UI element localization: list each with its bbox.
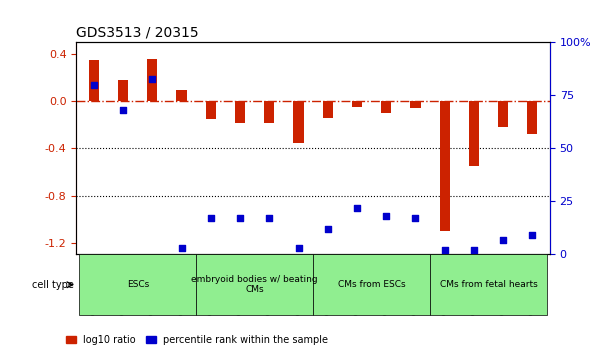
Bar [469, 101, 479, 166]
Point [294, 245, 304, 251]
Text: ESCs: ESCs [126, 280, 149, 289]
Bar [498, 101, 508, 127]
Bar [264, 101, 274, 122]
FancyBboxPatch shape [430, 255, 547, 315]
Bar [235, 101, 245, 122]
Point [352, 205, 362, 211]
Point [265, 216, 274, 221]
Point [381, 213, 391, 219]
Bar [206, 101, 216, 119]
Bar [439, 101, 450, 231]
Bar [147, 59, 158, 101]
Point [206, 216, 216, 221]
Bar [89, 60, 99, 101]
Bar [352, 101, 362, 107]
Bar [177, 90, 187, 101]
Bar [527, 101, 538, 135]
Point [89, 82, 99, 88]
Bar [411, 101, 420, 108]
Point [119, 108, 128, 113]
Point [235, 216, 245, 221]
Point [323, 226, 332, 232]
Text: CMs from fetal hearts: CMs from fetal hearts [440, 280, 538, 289]
Bar [323, 101, 333, 118]
Legend: log10 ratio, percentile rank within the sample: log10 ratio, percentile rank within the … [66, 335, 328, 345]
Point [469, 247, 479, 253]
Point [411, 216, 420, 221]
Point [527, 233, 537, 238]
FancyBboxPatch shape [196, 255, 313, 315]
Bar [293, 101, 304, 143]
Point [440, 247, 450, 253]
Text: embryoid bodies w/ beating
CMs: embryoid bodies w/ beating CMs [191, 275, 318, 295]
Bar [118, 80, 128, 101]
FancyBboxPatch shape [313, 255, 430, 315]
Text: CMs from ESCs: CMs from ESCs [338, 280, 406, 289]
Text: cell type: cell type [32, 280, 77, 290]
Point [498, 237, 508, 242]
Point [147, 76, 157, 81]
FancyBboxPatch shape [79, 255, 196, 315]
Text: GDS3513 / 20315: GDS3513 / 20315 [76, 26, 199, 40]
Point [177, 245, 186, 251]
Bar [381, 101, 391, 113]
